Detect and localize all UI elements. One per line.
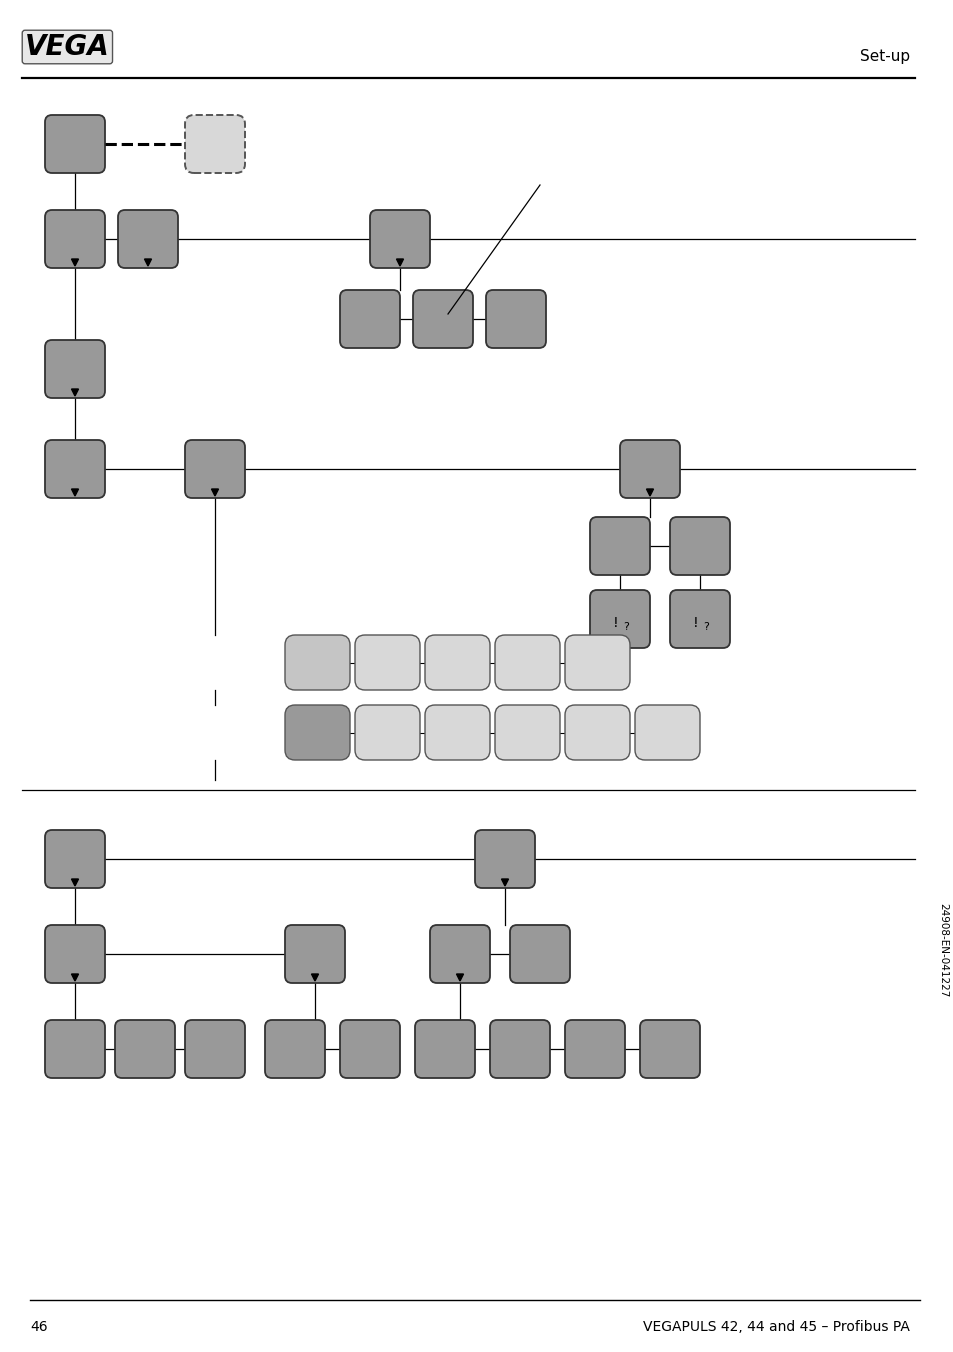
- Text: !: !: [693, 617, 699, 630]
- FancyBboxPatch shape: [413, 289, 473, 347]
- Text: 24908-EN-041227: 24908-EN-041227: [937, 903, 947, 998]
- Polygon shape: [144, 260, 152, 266]
- FancyBboxPatch shape: [355, 635, 419, 690]
- FancyBboxPatch shape: [45, 439, 105, 498]
- FancyBboxPatch shape: [635, 704, 700, 760]
- FancyBboxPatch shape: [564, 704, 629, 760]
- Text: !: !: [613, 617, 618, 630]
- FancyBboxPatch shape: [589, 516, 649, 575]
- FancyBboxPatch shape: [424, 635, 490, 690]
- Text: ?: ?: [702, 622, 708, 631]
- Polygon shape: [501, 879, 508, 886]
- FancyBboxPatch shape: [415, 1019, 475, 1078]
- FancyBboxPatch shape: [495, 704, 559, 760]
- FancyBboxPatch shape: [45, 830, 105, 888]
- FancyBboxPatch shape: [45, 1019, 105, 1078]
- FancyBboxPatch shape: [115, 1019, 174, 1078]
- FancyBboxPatch shape: [339, 1019, 399, 1078]
- FancyBboxPatch shape: [339, 289, 399, 347]
- FancyBboxPatch shape: [430, 925, 490, 983]
- Text: 46: 46: [30, 1320, 48, 1334]
- FancyBboxPatch shape: [45, 210, 105, 268]
- Text: Set-up: Set-up: [859, 50, 909, 65]
- Polygon shape: [312, 973, 318, 982]
- FancyBboxPatch shape: [564, 635, 629, 690]
- Polygon shape: [71, 260, 78, 266]
- FancyBboxPatch shape: [639, 1019, 700, 1078]
- Polygon shape: [71, 879, 78, 886]
- Polygon shape: [71, 389, 78, 396]
- FancyBboxPatch shape: [285, 704, 350, 760]
- Polygon shape: [71, 973, 78, 982]
- Text: VEGAPULS 42, 44 and 45 – Profibus PA: VEGAPULS 42, 44 and 45 – Profibus PA: [642, 1320, 909, 1334]
- FancyBboxPatch shape: [669, 589, 729, 648]
- FancyBboxPatch shape: [669, 516, 729, 575]
- Polygon shape: [71, 489, 78, 496]
- FancyBboxPatch shape: [45, 925, 105, 983]
- FancyBboxPatch shape: [424, 704, 490, 760]
- FancyBboxPatch shape: [475, 830, 535, 888]
- Text: VEGA: VEGA: [25, 32, 110, 61]
- FancyBboxPatch shape: [185, 115, 245, 173]
- FancyBboxPatch shape: [118, 210, 178, 268]
- FancyBboxPatch shape: [510, 925, 569, 983]
- FancyBboxPatch shape: [185, 439, 245, 498]
- FancyBboxPatch shape: [495, 635, 559, 690]
- FancyBboxPatch shape: [285, 925, 345, 983]
- FancyBboxPatch shape: [564, 1019, 624, 1078]
- FancyBboxPatch shape: [45, 115, 105, 173]
- FancyBboxPatch shape: [490, 1019, 550, 1078]
- Polygon shape: [646, 489, 653, 496]
- FancyBboxPatch shape: [285, 635, 350, 690]
- FancyBboxPatch shape: [589, 589, 649, 648]
- FancyBboxPatch shape: [370, 210, 430, 268]
- FancyBboxPatch shape: [45, 339, 105, 397]
- Polygon shape: [396, 260, 403, 266]
- FancyBboxPatch shape: [185, 1019, 245, 1078]
- FancyBboxPatch shape: [485, 289, 545, 347]
- Text: ?: ?: [622, 622, 628, 631]
- FancyBboxPatch shape: [355, 704, 419, 760]
- FancyBboxPatch shape: [619, 439, 679, 498]
- FancyBboxPatch shape: [265, 1019, 325, 1078]
- Polygon shape: [212, 489, 218, 496]
- Polygon shape: [456, 973, 463, 982]
